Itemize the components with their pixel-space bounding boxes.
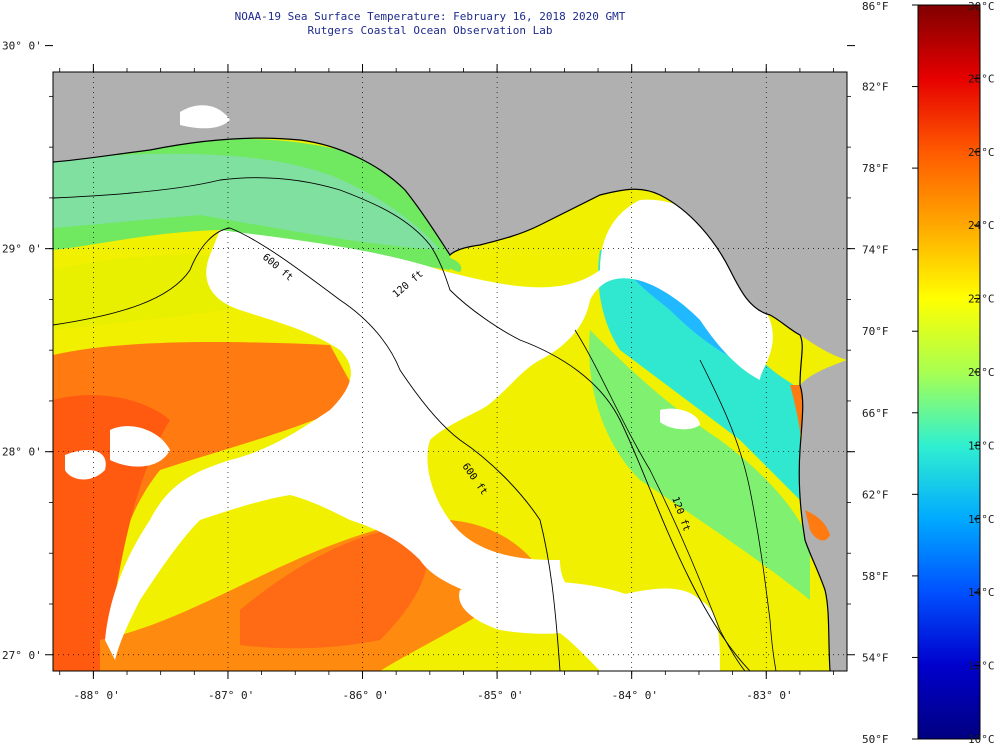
contour-east-600ft: [574, 329, 746, 671]
latitude-label: 27° 0': [2, 649, 42, 662]
colorbar-celsius-labels: 30°C 28°C 26°C 24°C 22°C 20°C 18°C 16°C 14°C 12°C…: [968, 0, 995, 746]
colorbar: 86°F 82°F 78°F 74°F 70°F 66°F 62°F 58°F 54°F 50°F…: [862, 0, 995, 746]
map-title: NOAA-19 Sea Surface Temperature: Februar…: [0, 10, 860, 38]
longitude-labels: -88° 0' -87° 0' -86° 0' -85° 0' -84° 0' -83° …: [73, 689, 792, 702]
celsius-label: 20°C: [968, 366, 995, 379]
fahrenheit-label: 50°F: [862, 733, 889, 746]
fahrenheit-label: 82°F: [862, 81, 889, 94]
cloud-patch-2: [65, 450, 106, 480]
title-line-1: NOAA-19 Sea Surface Temperature: Februar…: [234, 10, 626, 23]
fahrenheit-label: 74°F: [862, 244, 889, 257]
east-cool-band: [598, 250, 800, 500]
latitude-labels: 30° 0' 29° 0' 28° 0' 27° 0': [2, 40, 42, 662]
celsius-label: 30°C: [968, 0, 995, 13]
fahrenheit-label: 70°F: [862, 325, 889, 338]
coastline: [53, 137, 831, 671]
tampa-bay: [805, 510, 830, 541]
mobile-bay-cloud: [180, 105, 230, 129]
latitude-label: 28° 0': [2, 446, 42, 459]
apalachicola-bay: [440, 255, 462, 272]
celsius-label: 18°C: [968, 439, 995, 452]
celsius-label: 14°C: [968, 586, 995, 599]
celsius-label: 24°C: [968, 219, 995, 232]
fahrenheit-label: 54°F: [862, 651, 889, 664]
cloud-patch-4: [660, 408, 700, 430]
north-cool-band-2: [53, 153, 440, 250]
colorbar-ramp: [917, 4, 981, 740]
longitude-label: -88° 0': [73, 689, 119, 702]
colorbar-fahrenheit-labels: 86°F 82°F 78°F 74°F 70°F 66°F 62°F 58°F 54°F 50°F: [862, 0, 918, 746]
warm-south-core: [240, 525, 428, 649]
fahrenheit-label: 78°F: [862, 162, 889, 175]
contour-east-120ft: [699, 359, 777, 671]
longitude-label: -86° 0': [343, 689, 389, 702]
longitude-label: -84° 0': [612, 689, 658, 702]
fahrenheit-label: 86°F: [862, 0, 889, 13]
contour-600ft: [53, 227, 561, 671]
land-north: [53, 72, 847, 360]
celsius-label: 26°C: [968, 146, 995, 159]
celsius-label: 28°C: [968, 72, 995, 85]
latitude-label: 29° 0': [2, 243, 42, 256]
map-frame: [52, 71, 848, 672]
cloud-patch-1: [110, 426, 170, 467]
east-green: [589, 330, 810, 600]
celsius-label: 12°C: [968, 660, 995, 673]
fahrenheit-label: 66°F: [862, 407, 889, 420]
cloud-patch-3: [459, 581, 640, 634]
axis-ticks: [45, 45, 855, 679]
cloud-cover: [105, 199, 773, 671]
land-florida-east: [799, 360, 847, 671]
sst-map: 120 ft 600 ft 600 ft 120 ft -88° 0' -87° …: [2, 40, 855, 702]
longitude-label: -87° 0': [208, 689, 254, 702]
celsius-label: 16°C: [968, 513, 995, 526]
celsius-label: 22°C: [968, 293, 995, 306]
fahrenheit-label: 58°F: [862, 570, 889, 583]
contour-120ft: [53, 177, 751, 671]
celsius-label: 10°C: [968, 733, 995, 746]
title-line-2: Rutgers Coastal Ocean Observation Lab: [307, 24, 553, 37]
longitude-label: -85° 0': [477, 689, 523, 702]
latitude-label: 30° 0': [2, 40, 42, 53]
longitude-label: -83° 0': [746, 689, 792, 702]
fahrenheit-label: 62°F: [862, 488, 889, 501]
